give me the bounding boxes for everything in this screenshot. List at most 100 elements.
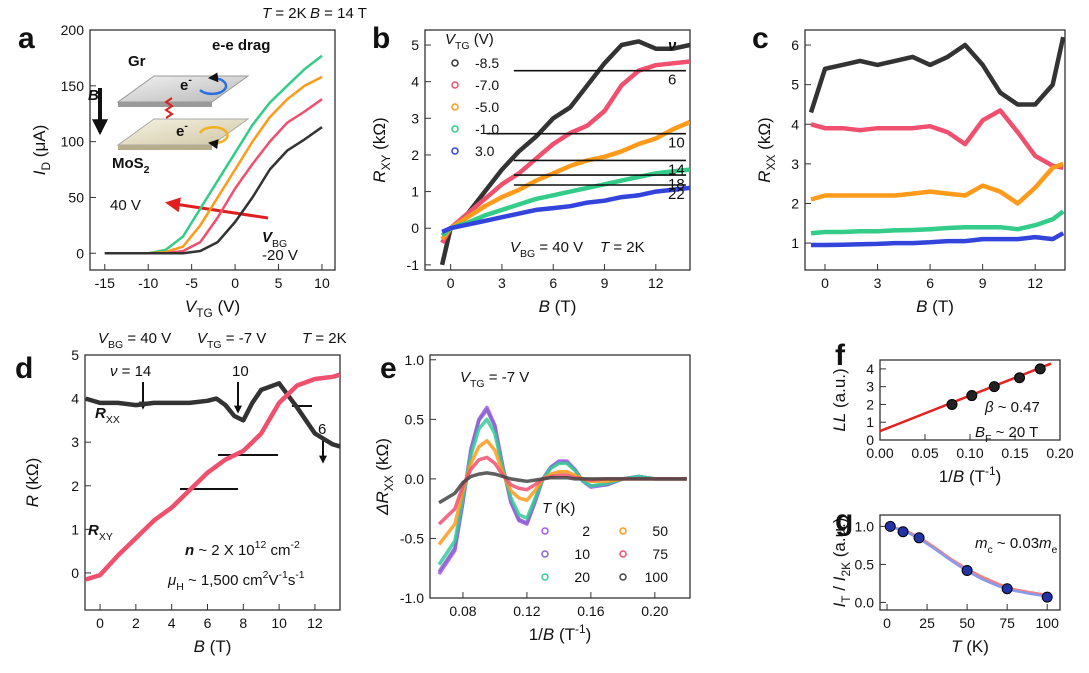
series-line [440,59,690,245]
y-axis-label: RXX (kΩ) [755,117,778,182]
text-part: 2 [263,569,269,581]
x-axis-label: T (K) [951,637,989,656]
text-part: V [197,330,209,347]
text-part: I [830,576,849,581]
x-tick-label: 0.08 [449,603,476,619]
text-part: = 2K [271,5,306,22]
y-tick-label: 5 [411,37,419,53]
legend-marker [541,573,549,581]
text-part: m [975,535,988,552]
y-tick-label: 3 [791,156,799,172]
annotation: T = 2K [302,330,347,347]
x-tick-label: 0 [231,275,239,291]
series-line [810,161,1064,206]
annotation: 6 [318,421,326,438]
text-part: s [288,572,296,589]
text-part: BG [520,248,535,260]
text-part: XX [106,414,120,426]
text-part: BG [108,339,123,351]
annotation: B [88,87,99,104]
annotation: e-e drag [212,37,270,54]
text-part: R [370,170,389,182]
text-part: m [1039,535,1052,552]
point [1041,591,1053,603]
text-part: H [176,581,184,593]
annotation: BF ~ 20 T [975,424,1038,445]
legend-label: -5.0 [475,99,499,115]
x-axis-label: B (T) [194,637,232,656]
y-tick-label: 1 [71,521,79,537]
x-tick-label: 12 [1027,275,1043,291]
legend-label: 10 [574,546,590,562]
y-tick-label: 0.0 [855,594,875,610]
series-line [85,381,340,449]
text-part: TG [470,378,485,390]
plot-frame [89,29,336,271]
y-tick-label: 50 [68,189,84,205]
series-line [810,209,1065,236]
nu-label: 10 [668,135,685,152]
text-part: = -7 V [222,330,267,347]
panel-letter: f [835,339,846,372]
annotation: e- [176,120,188,140]
legend-label: 75 [652,546,668,562]
point [1014,372,1025,384]
y-tick-label: 3 [866,379,874,395]
y-tick-label: 3 [411,110,419,126]
x-tick-label: 0.16 [577,603,604,619]
text-part: = 40 V [123,330,171,347]
y-tick-label: 0 [76,245,84,261]
plot-area [85,372,340,582]
annotation: -20 V [262,247,298,264]
point [884,520,896,532]
text-part: / [830,581,849,595]
annotation: VTG = -7 V [460,369,529,390]
x-tick-label: 9 [601,275,609,291]
text-part: T [542,500,553,517]
y-tick-label: 5 [791,77,799,93]
y-tick-label: 100 [61,134,85,150]
text-part: ) [996,467,1002,486]
x-axis-label: VTG (V) [185,297,240,320]
panel-letter: c [752,22,769,55]
text-part: TG [455,40,470,52]
point [961,564,973,576]
x-tick-label: 10 [271,615,287,631]
x-tick-label: 6 [926,275,934,291]
x-axis-label: B (T) [539,297,577,316]
text-part: e [180,77,188,94]
text-part: - [188,74,192,86]
x-tick-label: 0.20 [1046,445,1073,461]
text-part: -1 [295,569,304,581]
point [1034,363,1046,375]
text-part: T [951,637,963,656]
series-line [810,108,1064,171]
annotation: T = 2K [600,239,645,256]
text-part: (K) [962,637,989,656]
electron-arrow [198,126,229,150]
plot-area [104,54,323,255]
panel-letter: e [380,352,397,385]
y-tick-label: 0 [411,220,419,236]
nu-label: 22 [668,186,685,203]
x-tick-label: -15 [95,275,115,291]
y-tick-label: 6 [791,37,799,53]
panel-letter: b [372,22,390,55]
text-part: -1 [575,622,586,636]
device-diagram [92,72,269,220]
legend-marker [451,81,459,89]
text-part: D [39,162,53,171]
text-part: (V) [470,31,494,48]
y-tick-label: 1 [411,184,419,200]
panel: f 0.00 0.05 0.10 0.15 0.20 0 1 23 4 1/B (T-1) LL (a… [830,339,1074,486]
panel-letter: a [18,22,35,55]
text-part: T [839,595,853,602]
text-part: XY [379,154,393,170]
legend-label: -8.5 [475,55,499,71]
y-tick-label: 0 [866,432,874,448]
nu-label: 6 [668,72,676,89]
text-part: T [262,5,273,22]
annotation: β ~ 0.47 [984,399,1040,416]
